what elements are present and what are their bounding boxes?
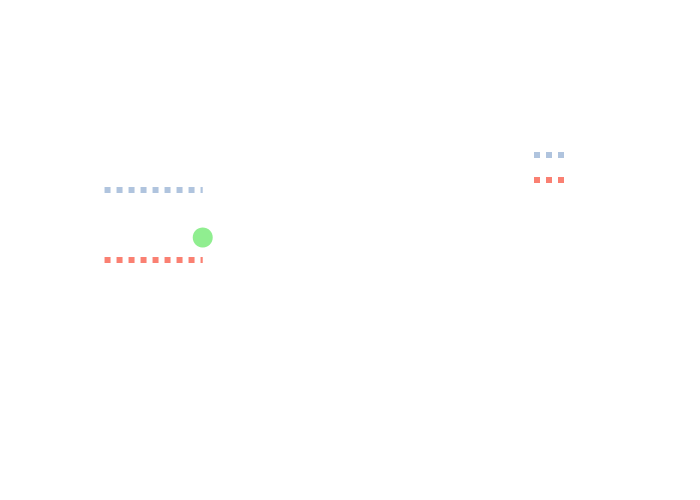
legend (534, 152, 566, 183)
plot-area (104, 187, 213, 263)
marker-point-1 (192, 227, 213, 248)
